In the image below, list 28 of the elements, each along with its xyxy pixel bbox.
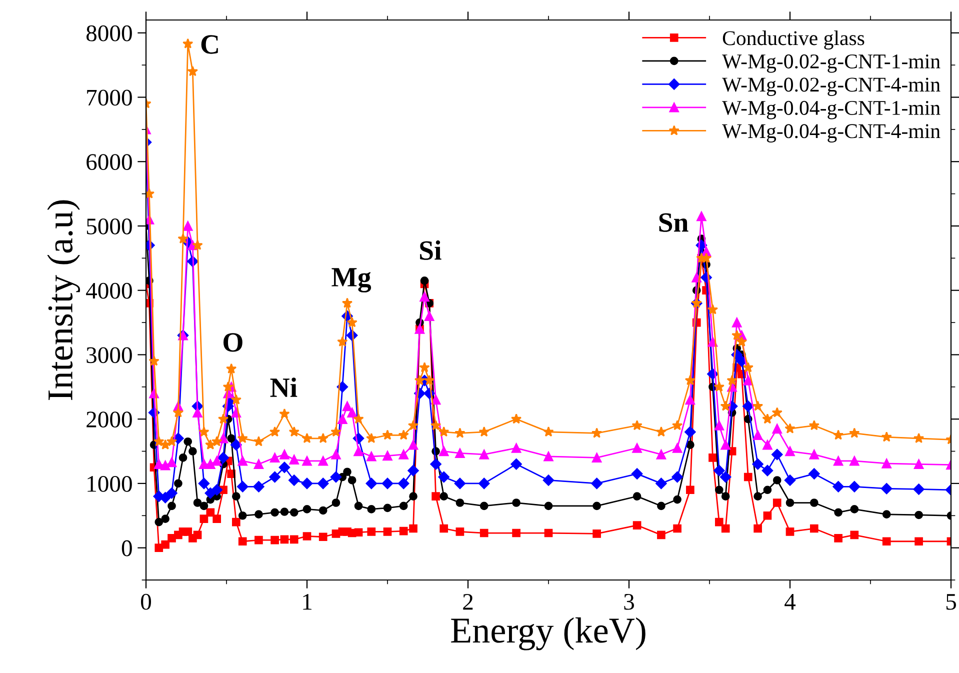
x-tick-label: 3 xyxy=(624,594,634,610)
annotation: Si xyxy=(420,240,442,260)
legend-label: W-Mg-0.04-g-CNT-4-min xyxy=(722,124,940,142)
legend-label: Conductive glass xyxy=(722,30,864,50)
annotation: Sn xyxy=(659,213,688,232)
x-tick-label: 5 xyxy=(946,594,956,610)
annotation: O xyxy=(223,333,242,352)
annotation: C xyxy=(201,35,218,54)
x-tick-label: 2 xyxy=(463,594,473,610)
y-tick-label: 0 xyxy=(122,540,132,556)
y-tick-label: 8000 xyxy=(86,25,132,42)
x-tick-label: 0 xyxy=(140,594,152,610)
y-tick-label: 1000 xyxy=(88,476,132,492)
legend-label: W-Mg-0.02-g-CNT-4-min xyxy=(722,78,940,96)
x-tick-label: 4 xyxy=(784,594,796,610)
annotation: Ni xyxy=(270,378,298,397)
y-tick-label: 4000 xyxy=(86,282,132,299)
legend-label: W-Mg-0.02-g-CNT-1-min xyxy=(722,54,940,73)
x-axis-title: Energy (keV) xyxy=(451,617,646,650)
y-tick-label: 2000 xyxy=(86,412,132,428)
y-tick-label: 7000 xyxy=(87,90,132,106)
x-tick-label: 1 xyxy=(303,594,312,610)
annotation: Mg xyxy=(332,268,372,292)
legend-label: W-Mg-0.04-g-CNT-1-min xyxy=(722,100,940,120)
y-tick-label: 6000 xyxy=(86,154,132,170)
y-axis-title: Intensity (a.u) xyxy=(47,200,80,400)
y-tick-label: 5000 xyxy=(86,218,132,234)
y-tick-label: 3000 xyxy=(86,347,132,364)
